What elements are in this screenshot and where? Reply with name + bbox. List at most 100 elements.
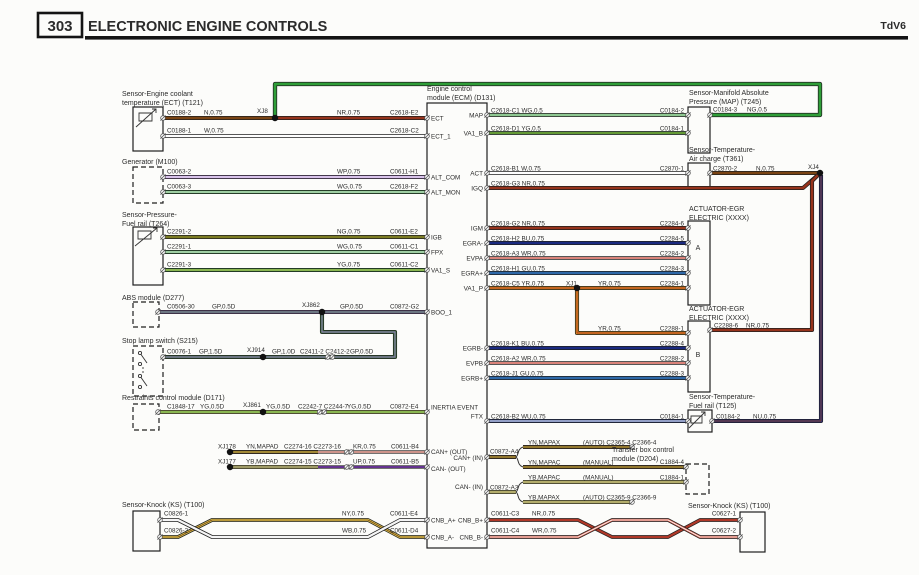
connector-slash-icon xyxy=(629,499,635,505)
label-t361-p1: C2870-1 xyxy=(660,166,685,173)
connector-slash-icon xyxy=(424,309,430,315)
map-sensor-box xyxy=(687,106,711,154)
label-knockl-e2: C0611-D4 xyxy=(390,528,419,535)
label-ecm-pins-egrbm: EGRB- xyxy=(463,346,483,353)
connector-slash-icon xyxy=(155,409,161,415)
page-number-box xyxy=(36,11,84,39)
label-ecm-pins-va1s: VA1_S xyxy=(431,268,450,275)
connector-slash-icon xyxy=(160,354,166,360)
label-knockl-t: Sensor-Knock (KS) (T100) xyxy=(122,502,204,509)
label-t125-p1: C0184-1 xyxy=(660,414,685,421)
wire-knockr-NR xyxy=(487,518,740,539)
label-rcm-c3: YG,0.5D xyxy=(347,404,372,411)
connector-slash-icon xyxy=(484,375,490,381)
splice-xj862 xyxy=(318,308,326,316)
label-egrb-t2: ELECTRIC (XXXX) xyxy=(689,315,749,322)
label-egrb-p2: C2288-4 xyxy=(660,341,685,348)
label-header-page: 303 xyxy=(47,18,72,35)
connector-slash-icon xyxy=(160,267,166,273)
sensor-symbol-icon xyxy=(153,227,158,232)
sensor-symbol-icon xyxy=(690,415,703,424)
connector-slash-icon xyxy=(484,240,490,246)
label-egrb-p3: C2288-2 xyxy=(660,356,685,363)
label-frp-e2: C0611-C1 xyxy=(390,244,419,251)
connector-slash-icon xyxy=(157,534,163,540)
connector-slash-icon xyxy=(484,130,490,136)
label-ect-t1: Sensor-Engine coolant xyxy=(122,91,193,98)
sensor-symbol-icon xyxy=(688,411,706,429)
connector-slash-icon xyxy=(685,112,691,118)
fuel-temp-box xyxy=(687,409,713,433)
label-gen-c2: WG,0.75 xyxy=(337,184,362,191)
connector-slash-icon xyxy=(685,375,691,381)
label-ecm-pins-evpa: EVPA xyxy=(466,256,483,263)
label-egra-p1: C2284-6 xyxy=(660,221,685,228)
label-sls-p1: C0076-1 xyxy=(167,349,192,356)
wire-knockl-WB xyxy=(160,518,427,539)
label-ecm-pins-canpout: CAN+ (OUT) xyxy=(431,449,467,456)
connector-slash-icon xyxy=(685,418,691,424)
connector-slash-icon xyxy=(737,534,743,540)
air-charge-box xyxy=(687,162,711,189)
label-abs-c1: GP,0.5D xyxy=(212,304,236,311)
connector-slash-icon xyxy=(484,345,490,351)
label-canin-a1c: (AUTO) C2365-4 C2366-4 xyxy=(583,440,657,447)
label-canout-c1: YN,MAPAD xyxy=(246,444,279,451)
label-knockr-p1: C0627-1 xyxy=(712,511,737,518)
label-gen-e2: C2618-F2 xyxy=(390,184,418,191)
connector-slash-icon xyxy=(707,327,713,333)
label-egra-w5: C2618-C5 YR,0.75 xyxy=(491,281,545,288)
label-knockr-p2: C0627-2 xyxy=(712,528,737,535)
label-map-c3: NG,0.5 xyxy=(747,107,767,114)
splice-xj8 xyxy=(271,114,279,122)
label-canin-m1p: C1884-4 xyxy=(660,459,685,466)
label-canin-m1: YN,MAPAC xyxy=(528,460,561,467)
label-canout-c3: YB,MAPAD xyxy=(246,459,279,466)
wire-knockl-WB-outline xyxy=(160,518,427,539)
label-map-w2: C2618-D1 YG,0.5 xyxy=(491,126,541,133)
label-canin-m2c: (MANUAL) xyxy=(583,475,613,482)
connector-slash-icon xyxy=(343,449,350,455)
label-ecm-pins-va1p: VA1_P xyxy=(464,286,483,293)
connector-slash-icon xyxy=(321,409,328,415)
label-ect-t2: temperature (ECT) (T121) xyxy=(122,100,203,107)
label-map-p3: C0184-3 xyxy=(713,107,738,114)
connector-slash-icon xyxy=(484,170,490,176)
label-ecm-pins-igb: IGB xyxy=(431,235,442,242)
label-rcm-c1: YG,0.5D xyxy=(200,404,225,411)
label-abs-sp: XJ862 xyxy=(302,302,320,309)
label-ect-e2: C2618-C2 xyxy=(390,128,419,135)
label-ecm-pins-egrap: EGRA+ xyxy=(461,271,483,278)
wire-knockr-WR-outline xyxy=(487,518,740,539)
label-rcm-c2: YG,0.5D xyxy=(266,404,291,411)
label-frp-t2: Fuel rail (T264) xyxy=(122,221,169,228)
label-sls-t: Stop lamp switch (S215) xyxy=(122,338,198,345)
connector-slash-icon xyxy=(484,255,490,261)
label-gen-p1: C0063-2 xyxy=(167,169,192,176)
label-knockl-p1: C0826-1 xyxy=(164,511,189,518)
label-ect-c1: N,0.75 xyxy=(204,110,223,117)
label-canin-e1: C0872-A4 xyxy=(490,449,519,456)
splice-xj914 xyxy=(259,353,267,361)
label-knockr-t: Sensor-Knock (KS) (T100) xyxy=(688,503,770,510)
connector-slash-icon xyxy=(685,360,691,366)
sensor-symbol-icon xyxy=(134,227,158,247)
connector-slash-icon xyxy=(484,112,490,118)
egr-b-box xyxy=(687,320,711,393)
connector-slash-icon xyxy=(424,409,430,415)
label-gen-t: Generator (M100) xyxy=(122,159,178,166)
connector-slash-icon xyxy=(484,489,490,495)
connector-slash-icon xyxy=(160,234,166,240)
connector-slash-icon xyxy=(160,249,166,255)
sensor-symbol-icon xyxy=(137,230,152,240)
connector-slash-icon xyxy=(685,345,691,351)
connector-slash-icon xyxy=(709,418,715,424)
connector-slash-icon xyxy=(160,115,166,121)
ecm-box xyxy=(426,102,488,549)
connector-slash-icon xyxy=(424,234,430,240)
sensor-symbol-icon xyxy=(152,108,157,113)
label-egra-p3: C2284-2 xyxy=(660,251,685,258)
label-canin-a2c: (AUTO) C2365-9 C2366-9 xyxy=(583,495,657,502)
